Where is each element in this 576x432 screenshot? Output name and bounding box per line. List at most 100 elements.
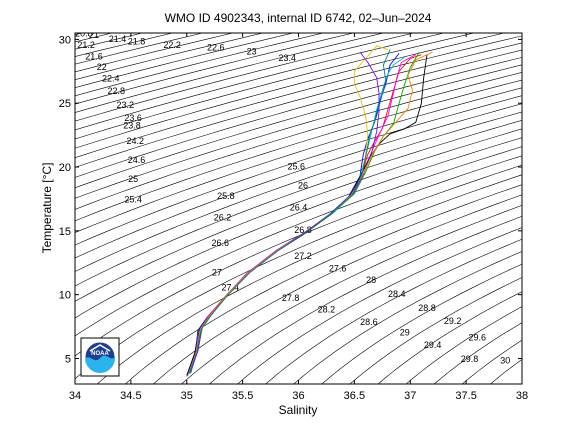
x-tick-label: 37	[404, 390, 416, 402]
y-tick-label: 15	[59, 226, 71, 238]
density-contours	[75, 33, 522, 384]
contour-label: 23	[247, 46, 257, 56]
contour-label: 28.2	[318, 304, 336, 314]
profile-line	[188, 49, 391, 374]
noaa-logo: NOAA	[80, 337, 120, 377]
contour-label: 22.6	[207, 43, 225, 53]
density-contour	[75, 33, 476, 140]
contour-label: 27.6	[329, 263, 347, 273]
density-contour	[75, 42, 522, 168]
contour-label: 23.8	[123, 121, 141, 131]
density-contour	[75, 33, 416, 122]
density-contour	[75, 33, 355, 105]
contour-label: 29.8	[461, 354, 479, 364]
density-contour	[152, 194, 522, 384]
contour-label: 26.2	[214, 212, 232, 222]
density-contour	[124, 184, 522, 384]
density-contour	[75, 164, 522, 380]
contour-label: 21	[89, 30, 99, 40]
noaa-logo-text: NOAA	[91, 351, 109, 357]
contour-label: 30	[500, 355, 510, 365]
density-contour	[349, 277, 522, 384]
contour-label: 21.2	[77, 40, 95, 50]
density-contour	[75, 79, 522, 222]
density-contour	[181, 205, 522, 384]
contour-label: 27.2	[294, 251, 312, 261]
density-contour	[321, 263, 522, 384]
density-contour	[96, 174, 522, 384]
density-contour	[75, 35, 522, 159]
x-axis-label: Salinity	[279, 403, 318, 417]
contour-label: 26.8	[294, 225, 312, 235]
density-contour	[75, 33, 84, 35]
contour-label: 26.6	[212, 238, 230, 248]
chart-title: WMO ID 4902343, internal ID 6742, 02–Jun…	[165, 11, 432, 25]
contour-label: 23.2	[117, 100, 135, 110]
contour-label: 27.8	[282, 293, 300, 303]
density-contour	[75, 33, 295, 88]
y-axis-ticks: 5 10 15 20 25 30	[59, 34, 522, 365]
density-contour	[75, 111, 522, 272]
density-contour	[75, 87, 522, 233]
density-contour	[489, 359, 522, 384]
contour-label: 22.8	[108, 86, 126, 96]
contour-label: 25.8	[217, 191, 235, 201]
contour-label: 28.4	[388, 289, 406, 299]
contour-label: 23.4	[279, 53, 297, 63]
x-tick-label: 36	[292, 390, 304, 402]
contour-label: 26	[298, 181, 308, 191]
y-tick-label: 20	[59, 162, 71, 174]
y-tick-label: 25	[59, 98, 71, 110]
density-contour	[75, 49, 522, 178]
density-contour	[209, 215, 522, 384]
density-contour	[75, 33, 144, 50]
contour-label: 25.6	[288, 161, 306, 171]
contour-label: 21.8	[128, 36, 146, 46]
contour-label: 21.6	[85, 52, 103, 62]
contour-label: 24.6	[128, 155, 146, 165]
density-contour	[265, 238, 522, 384]
contour-label: 22.2	[163, 40, 181, 50]
y-tick-label: 30	[59, 34, 71, 46]
contour-label: 26.4	[290, 202, 308, 212]
density-contour	[75, 155, 522, 357]
density-contour	[75, 146, 522, 337]
contour-label: 24.2	[127, 136, 145, 146]
y-axis-label: Temperature [°C]	[40, 163, 54, 254]
density-contour	[75, 72, 522, 210]
x-tick-label: 34.5	[120, 390, 141, 402]
density-contour	[405, 306, 522, 384]
density-contour	[75, 33, 385, 113]
contour-label: 28	[366, 275, 376, 285]
x-tick-label: 34	[69, 390, 81, 402]
contour-label: 22	[97, 62, 107, 72]
contour-label: 21.4	[109, 34, 127, 44]
contour-label: 29.4	[424, 340, 442, 350]
contour-label: 29	[400, 327, 410, 337]
density-contour	[293, 251, 522, 384]
density-contour	[75, 103, 522, 259]
density-contour	[75, 95, 522, 246]
x-tick-label: 36.5	[344, 390, 365, 402]
y-tick-label: 10	[59, 290, 71, 302]
density-contour	[75, 33, 506, 149]
density-contour	[75, 57, 522, 189]
contour-label: 22.4	[102, 73, 120, 83]
density-contour	[377, 291, 522, 384]
y-tick-label: 5	[65, 353, 71, 365]
density-contour	[75, 119, 522, 287]
x-axis-ticks: 34 34.5 35 35.5 36 36.5 37 37.5 38	[69, 33, 528, 402]
contour-label: 23.6	[124, 113, 142, 123]
contour-label: 25	[128, 174, 138, 184]
contour-label: 29.6	[469, 332, 487, 342]
density-contour	[75, 137, 522, 319]
contour-label: 29.2	[444, 316, 462, 326]
x-tick-label: 38	[516, 390, 528, 402]
density-contour	[75, 33, 325, 97]
contour-label: 25.4	[124, 195, 142, 205]
density-contour	[433, 322, 522, 384]
x-tick-label: 37.5	[455, 390, 476, 402]
x-tick-label: 35	[181, 390, 193, 402]
